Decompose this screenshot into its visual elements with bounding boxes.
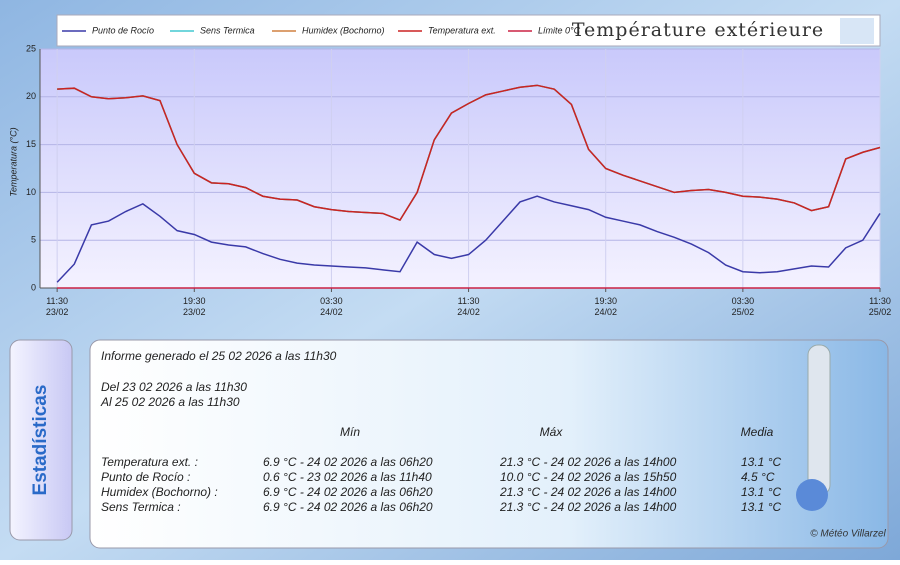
watermark: © Météo Villarzel bbox=[810, 529, 886, 540]
stats-cell: 13.1 °C bbox=[741, 485, 781, 499]
stats-to: Al 25 02 2026 a las 11h30 bbox=[100, 395, 240, 409]
stats-from: Del 23 02 2026 a las 11h30 bbox=[101, 380, 247, 394]
x-tick-label: 03:30 24/02 bbox=[320, 296, 343, 317]
y-tick-label: 15 bbox=[26, 139, 36, 149]
stats-panel bbox=[89, 339, 889, 549]
stats-tab bbox=[9, 339, 73, 541]
stats-cell: Sens Termica : bbox=[101, 500, 181, 514]
legend-label: Punto de Rocío bbox=[92, 25, 154, 35]
x-tick-label: 19:30 23/02 bbox=[183, 296, 206, 317]
stats-cell: Temperatura ext. : bbox=[101, 455, 198, 469]
x-tick-label: 11:30 23/02 bbox=[46, 296, 69, 317]
stats-cell: Humidex (Bochorno) : bbox=[101, 485, 218, 499]
stats-cell: 13.1 °C bbox=[741, 455, 781, 469]
stats-header: Máx bbox=[540, 425, 564, 439]
stats-cell: 6.9 °C - 24 02 2026 a las 06h20 bbox=[263, 485, 433, 499]
legend-label: Temperatura ext. bbox=[428, 25, 496, 35]
stats-generated: Informe generado el 25 02 2026 a las 11h… bbox=[101, 349, 337, 363]
y-tick-label: 0 bbox=[31, 282, 36, 292]
stats-header: Mín bbox=[340, 425, 360, 439]
x-tick-label: 19:30 24/02 bbox=[594, 296, 617, 317]
y-axis-label: Temperatura (°C) bbox=[8, 127, 18, 196]
stats-cell: 10.0 °C - 24 02 2026 a las 15h50 bbox=[500, 470, 677, 484]
y-tick-label: 20 bbox=[26, 91, 36, 101]
thermometer-bulb bbox=[796, 479, 828, 511]
stats-title: Estadísticas bbox=[30, 385, 51, 496]
chart-title: Température extérieure bbox=[572, 19, 824, 41]
stats-cell: 0.6 °C - 23 02 2026 a las 11h40 bbox=[263, 470, 432, 484]
x-tick-label: 03:30 25/02 bbox=[732, 296, 755, 317]
y-tick-label: 25 bbox=[26, 43, 36, 53]
legend-box bbox=[56, 14, 881, 47]
plot-area bbox=[40, 49, 880, 288]
stats-cell: Punto de Rocío : bbox=[101, 470, 190, 484]
stats-cell: 13.1 °C bbox=[741, 500, 781, 514]
series-line bbox=[56, 195, 881, 283]
stats-cell: 21.3 °C - 24 02 2026 a las 14h00 bbox=[499, 455, 677, 469]
stats-cell: 6.9 °C - 24 02 2026 a las 06h20 bbox=[263, 500, 433, 514]
stats-cell: 21.3 °C - 24 02 2026 a las 14h00 bbox=[499, 500, 677, 514]
thermo-icon bbox=[840, 18, 874, 44]
thermometer bbox=[807, 344, 831, 496]
y-tick-label: 5 bbox=[31, 235, 36, 245]
y-tick-label: 10 bbox=[26, 187, 36, 197]
stats-header: Media bbox=[741, 425, 774, 439]
legend-label: Límite 0°C bbox=[538, 25, 581, 35]
stats-cell: 21.3 °C - 24 02 2026 a las 14h00 bbox=[499, 485, 677, 499]
stats-cell: 4.5 °C bbox=[741, 470, 775, 484]
x-tick-label: 11:30 25/02 bbox=[869, 296, 892, 317]
series-line bbox=[57, 84, 881, 222]
legend-label: Sens Termica bbox=[200, 25, 255, 35]
x-tick-label: 11:30 24/02 bbox=[457, 296, 480, 317]
legend-label: Humidex (Bochorno) bbox=[302, 25, 385, 35]
stats-cell: 6.9 °C - 24 02 2026 a las 06h20 bbox=[263, 455, 433, 469]
